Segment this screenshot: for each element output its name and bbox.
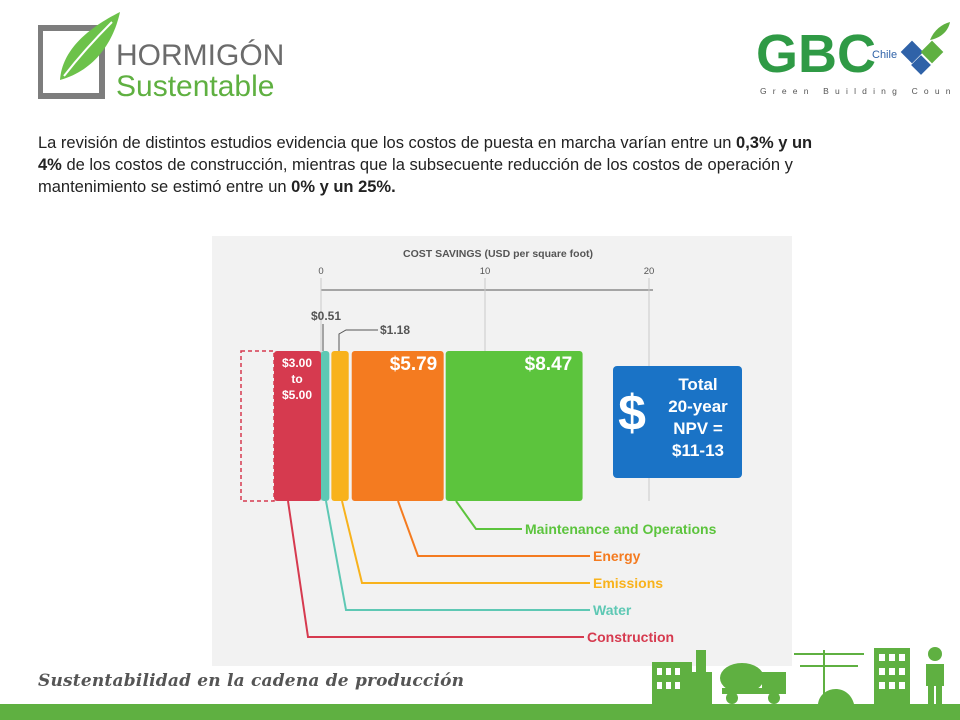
concrete-mixer-truck-icon: [720, 663, 786, 704]
legend-water: Water: [593, 602, 632, 618]
intro-highlight-2: 0% y un 25%.: [291, 178, 396, 196]
value-label-water: $0.51: [311, 309, 341, 323]
logo-line1: HORMIGÓN: [116, 39, 284, 72]
bar-construction: [274, 351, 321, 501]
gbc-wordmark: GBC: [756, 24, 876, 84]
cost-savings-chart: COST SAVINGS (USD per square foot) 0 10 20…: [212, 236, 792, 666]
value-label-emissions: $1.18: [380, 323, 410, 337]
legend-leader-line: [341, 500, 590, 584]
x-tick-label: 20: [644, 266, 655, 277]
construction-value-label: $5.00: [282, 388, 312, 402]
total-npv-box: [613, 366, 742, 478]
gbc-chile-logo: GBC Chile Green Building Council: [756, 22, 952, 96]
total-npv-line: Total: [678, 375, 717, 394]
total-npv-line: $11-13: [672, 441, 724, 460]
footer-illustration: [652, 647, 944, 704]
footer-title: Sustentabilidad en la cadena de producci…: [38, 671, 465, 691]
chile-badge: Chile: [872, 49, 897, 61]
x-tick-label: 10: [480, 266, 491, 277]
value-label-maintenance: $8.47: [525, 354, 573, 375]
legend-construction: Construction: [587, 629, 674, 645]
value-label-energy: $5.79: [390, 354, 438, 375]
bar-energy: [351, 351, 444, 501]
intro-text-1: La revisión de distintos estudios eviden…: [38, 134, 737, 152]
gbc-tagline: Green Building Council: [760, 86, 952, 96]
x-tick-label: 0: [318, 266, 323, 277]
factory-icon: [652, 650, 712, 704]
total-npv-line: 20-year: [668, 397, 728, 416]
footer-bar: [0, 704, 960, 720]
construction-value-label: $3.00: [282, 356, 312, 370]
legend-emissions: Emissions: [593, 575, 663, 591]
dollar-icon: $: [618, 385, 646, 441]
chart-title: COST SAVINGS (USD per square foot): [403, 248, 593, 260]
legend-energy: Energy: [593, 548, 641, 564]
legend-leader-line: [397, 500, 590, 557]
legend-leader-line: [455, 500, 522, 530]
intro-paragraph: La revisión de distintos estudios eviden…: [38, 132, 818, 198]
construction-value-label: to: [291, 372, 302, 386]
bar-water: [321, 351, 330, 501]
intro-highlight-1: 0,3% y un 4%: [38, 134, 813, 174]
bar-maintenance-and-operations: [445, 351, 583, 501]
logo-frame: [38, 25, 105, 99]
earthwork-icon: [818, 688, 854, 704]
logo-line2: Sustentable: [116, 70, 274, 103]
intro-text-2: de los costos de construcción, mientras …: [38, 156, 793, 196]
diamond-icon: [900, 22, 950, 75]
total-npv-line: NPV =: [673, 419, 723, 438]
legend-maintenance-and-operations: Maintenance and Operations: [525, 521, 717, 537]
person-icon: [926, 647, 944, 704]
leader-emissions: [338, 329, 378, 351]
hormigon-sustentable-logo: HORMIGÓN Sustentable: [38, 12, 284, 103]
legend-leader-line: [287, 500, 584, 638]
bar-emissions: [331, 351, 349, 501]
legend-leader-line: [325, 500, 590, 611]
